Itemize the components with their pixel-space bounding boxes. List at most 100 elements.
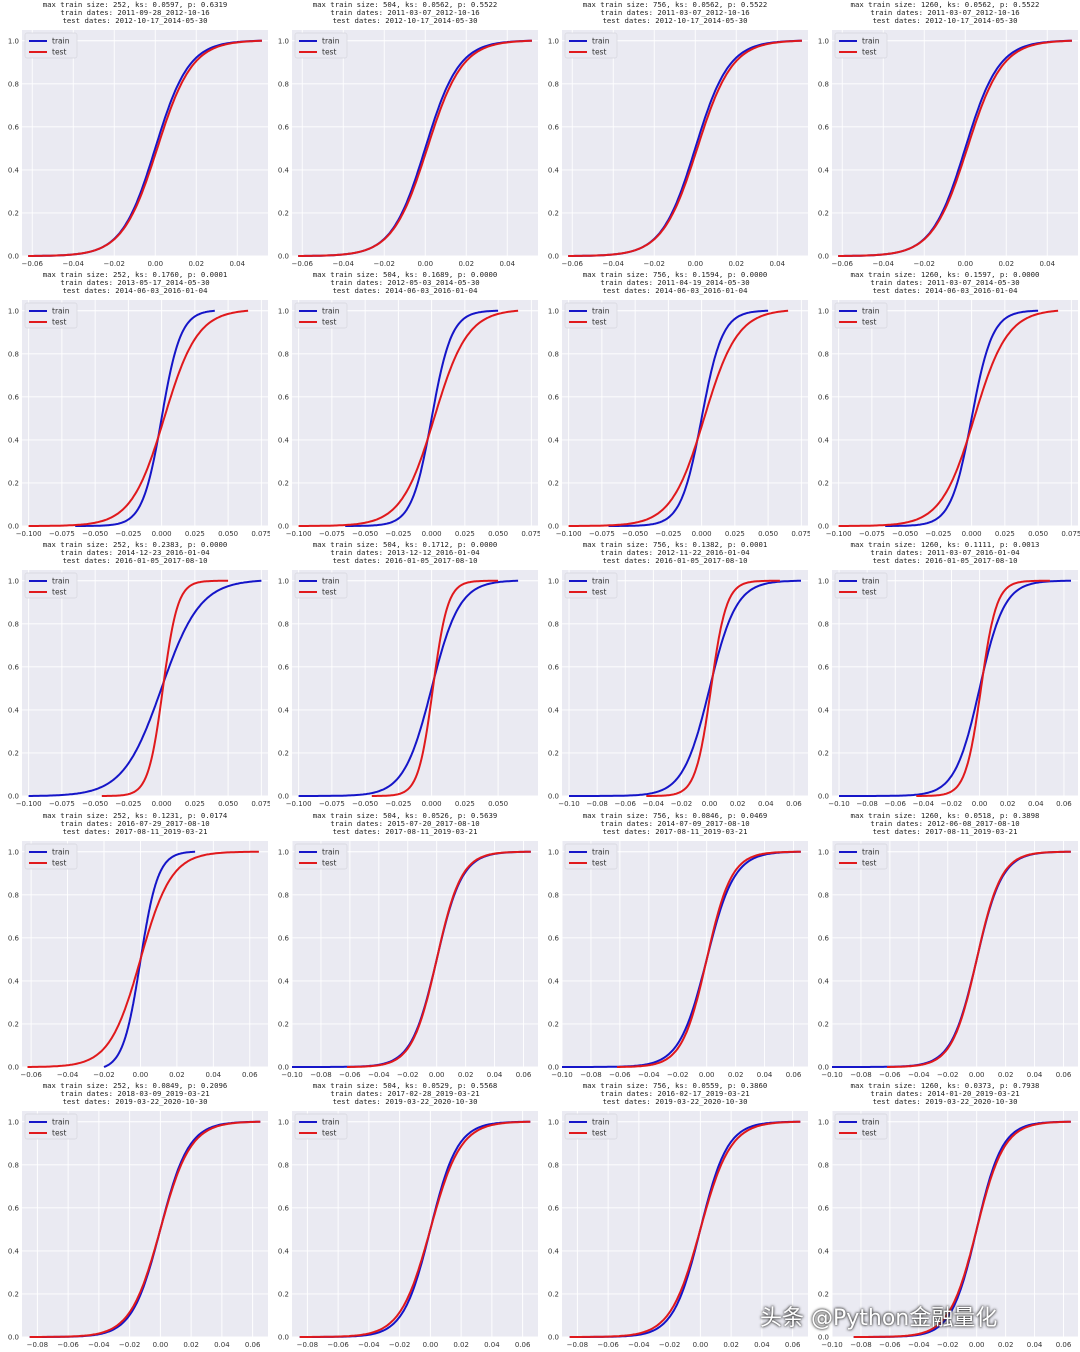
y-tick-label: 0.8 (8, 891, 19, 899)
plot-svg: −0.10 −0.08 −0.06 −0.04 −0.02 0.00 0.02 0.04 0.0… (548, 841, 808, 1079)
ecdf-chart-17: −0.08 −0.06 −0.04 −0.02 0.00 0.02 0.04 0.06 0.0 0… (0, 1081, 270, 1351)
y-tick-label: 0.2 (548, 1290, 559, 1298)
ecdf-chart-14: −0.10 −0.08 −0.06 −0.04 −0.02 0.00 0.02 0.04 0.0… (270, 811, 540, 1081)
chart-title-line: max train size: 504, ks: 0.1689, p: 0.00… (312, 270, 498, 279)
x-tick-label: 0.050 (488, 530, 508, 538)
test-ecdf-line (568, 309, 789, 527)
y-tick-label: 1.0 (818, 577, 829, 585)
x-tick-label: −0.04 (333, 260, 355, 268)
chart-title-line: train dates: 2014-12-23_2016-01-04 (60, 548, 210, 557)
legend-label-train: train (52, 37, 70, 46)
chart-title: max train size: 504, ks: 0.1712, p: 0.00… (270, 541, 540, 565)
chart-title-line: test dates: 2019-03-22_2020-10-30 (62, 1097, 208, 1106)
y-tick-label: 0.2 (8, 209, 19, 217)
x-tick-label: 0.04 (1027, 1071, 1043, 1079)
x-tick-label: −0.04 (63, 260, 85, 268)
y-tick-label: 0.6 (548, 123, 560, 131)
y-tick-label: 0.6 (548, 934, 560, 942)
chart-title-line: max train size: 504, ks: 0.0529, p: 0.55… (312, 1081, 498, 1090)
y-tick-label: 0.4 (8, 977, 20, 985)
plot-area (832, 841, 1078, 1067)
y-tick-label: 1.0 (548, 37, 559, 45)
train-ecdf-line (569, 579, 801, 797)
chart-title-line: max train size: 756, ks: 0.0846, p: 0.04… (582, 811, 768, 820)
x-tick-label: 0.04 (1028, 800, 1044, 808)
y-tick-label: 0.8 (548, 620, 559, 628)
chart-title-line: test dates: 2017-08-11_2019-03-21 (872, 827, 1018, 836)
x-tick-label: −0.06 (879, 1341, 901, 1349)
chart-title: max train size: 756, ks: 0.0559, p: 0.38… (540, 1082, 810, 1106)
chart-title: max train size: 252, ks: 0.0597, p: 0.63… (0, 1, 270, 25)
plot-svg: −0.10 −0.08 −0.06 −0.04 −0.02 0.00 0.02 0.04 0.0… (818, 1111, 1078, 1349)
chart-title-line: max train size: 1260, ks: 0.0373, p: 0.7… (850, 1081, 1040, 1090)
x-tick-label: −0.08 (27, 1341, 48, 1349)
x-tick-label: 0.075 (791, 530, 810, 538)
x-tick-label: −0.06 (597, 1341, 619, 1349)
y-tick-label: 0.8 (278, 80, 289, 88)
ecdf-chart-9: −0.100 −0.075 −0.050 −0.025 0.000 0.025 0.050 0… (0, 540, 270, 810)
y-tick-label: 0.6 (278, 1204, 290, 1212)
x-tick-label: 0.025 (185, 530, 205, 538)
plot-svg: −0.100 −0.075 −0.050 −0.025 0.000 0.025 0.050 0… (548, 300, 810, 538)
chart-title-line: train dates: 2012-05-03_2014-05-30 (330, 278, 480, 287)
ecdf-chart-6: −0.100 −0.075 −0.050 −0.025 0.000 0.025 0.050 0… (270, 270, 540, 540)
x-tick-label: 0.00 (969, 1071, 985, 1079)
x-tick-label: −0.04 (358, 1341, 380, 1349)
x-tick-label: 0.00 (699, 1071, 715, 1079)
y-tick-label: 0.4 (278, 977, 290, 985)
legend-label-train: train (52, 307, 70, 316)
train-ecdf-line (885, 309, 1039, 527)
y-tick-label: 0.2 (278, 479, 289, 487)
y-tick-label: 0.4 (548, 706, 560, 714)
y-tick-label: 0.8 (278, 1161, 289, 1169)
y-tick-label: 0.2 (278, 209, 289, 217)
x-tick-label: −0.025 (655, 530, 681, 538)
x-tick-label: 0.050 (758, 530, 778, 538)
x-tick-label: 0.00 (957, 260, 973, 268)
x-tick-label: 0.075 (251, 800, 270, 808)
chart-title-line: test dates: 2017-08-11_2019-03-21 (332, 827, 478, 836)
legend: train test (24, 572, 78, 599)
y-tick-label: 0.6 (818, 934, 830, 942)
plot-svg: −0.100 −0.075 −0.050 −0.025 0.000 0.025 0.050 0… (8, 300, 270, 538)
x-tick-label: −0.04 (368, 1071, 390, 1079)
plot-svg: −0.10 −0.08 −0.06 −0.04 −0.02 0.00 0.02 0.04 0.0… (818, 841, 1078, 1079)
train-ecdf-line (839, 579, 1071, 797)
y-tick-label: 0.2 (278, 749, 289, 757)
test-ecdf-line (347, 850, 531, 1068)
y-tick-label: 0.2 (548, 479, 559, 487)
legend-label-train: train (862, 577, 880, 586)
legend-label-train: train (592, 37, 610, 46)
x-tick-label: 0.02 (1000, 800, 1016, 808)
test-ecdf-line (568, 39, 802, 257)
x-tick-label: 0.04 (487, 1071, 503, 1079)
legend: train test (294, 843, 348, 870)
y-tick-label: 0.4 (818, 166, 830, 174)
chart-title-line: test dates: 2014-06-03_2016-01-04 (602, 286, 748, 295)
x-tick-label: 0.06 (786, 1071, 802, 1079)
y-tick-label: 0.8 (278, 620, 289, 628)
chart-title-line: train dates: 2014-01-20_2019-03-21 (870, 1089, 1020, 1098)
x-tick-label: 0.02 (730, 800, 746, 808)
y-tick-label: 0.2 (8, 1020, 19, 1028)
x-tick-label: 0.02 (458, 1071, 474, 1079)
chart-title: max train size: 756, ks: 0.0846, p: 0.04… (540, 812, 810, 836)
y-tick-label: 0.0 (8, 523, 19, 531)
chart-title-line: test dates: 2012-10-17_2014-05-30 (62, 16, 208, 25)
x-tick-label: −0.02 (119, 1341, 140, 1349)
y-tick-label: 0.2 (278, 1290, 289, 1298)
y-tick-label: 0.2 (8, 749, 19, 757)
x-tick-label: 0.00 (969, 1341, 985, 1349)
legend-label-train: train (52, 848, 70, 857)
test-ecdf-line (371, 579, 499, 797)
y-tick-label: 1.0 (8, 307, 19, 315)
y-tick-label: 0.0 (8, 1334, 19, 1342)
x-tick-label: 0.06 (1056, 1341, 1072, 1349)
y-tick-label: 0.0 (548, 793, 559, 801)
test-ecdf-line (28, 39, 262, 257)
x-tick-label: 0.050 (1028, 530, 1048, 538)
legend-label-train: train (592, 848, 610, 857)
chart-title-line: train dates: 2013-12-12_2016-01-04 (330, 548, 480, 557)
y-tick-label: 1.0 (278, 1118, 289, 1126)
y-tick-label: 0.6 (278, 393, 290, 401)
